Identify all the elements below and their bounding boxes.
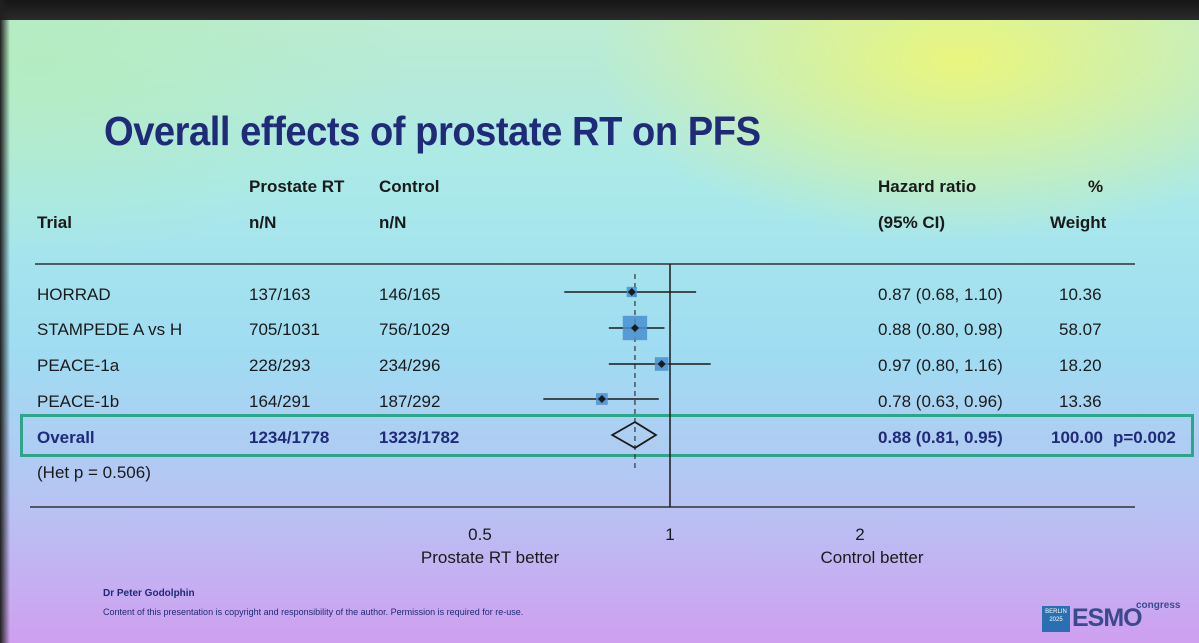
x-tick-label: 1: [665, 525, 674, 544]
overall-highlight-box: [20, 414, 1194, 457]
control-events: 756/1029: [379, 320, 450, 339]
header-control-line1: Control: [379, 177, 440, 196]
header-rt-line1: Prostate RT: [249, 177, 345, 196]
hazard-ratio-ci: 0.97 (0.80, 1.16): [878, 356, 1003, 375]
weight-percent: 10.36: [1059, 285, 1102, 304]
hazard-ratio-ci: 0.87 (0.68, 1.10): [878, 285, 1003, 304]
x-tick-label: 2: [855, 525, 864, 544]
control-events: 187/292: [379, 392, 441, 411]
header-weight-line1: %: [1088, 177, 1104, 196]
rt-events: 228/293: [249, 356, 311, 375]
author-name: Dr Peter Godolphin: [103, 588, 195, 599]
header-weight-line2: Weight: [1050, 213, 1107, 232]
x-label-favours-control: Control better: [821, 548, 924, 567]
copyright-notice: Content of this presentation is copyrigh…: [103, 607, 524, 617]
header-rt-line2: n/N: [249, 213, 277, 232]
overall-diamond: [610, 420, 658, 450]
esmo-congress-logo: BERLIN 2025 ESMO congress: [1040, 598, 1190, 634]
trial-name: HORRAD: [37, 285, 111, 304]
screen-bezel-top: [0, 0, 1199, 20]
overall-label: Overall: [37, 428, 95, 447]
logo-badge: BERLIN 2025: [1042, 606, 1070, 632]
overall-rt-events: 1234/1778: [249, 428, 330, 447]
control-events: 234/296: [379, 356, 441, 375]
header-trial: Trial: [37, 213, 72, 232]
trial-name: STAMPEDE A vs H: [37, 320, 183, 339]
header-control-line2: n/N: [379, 213, 407, 232]
screen-bezel-left: [0, 0, 10, 643]
point-estimate-marker: [597, 395, 606, 403]
trial-name: PEACE-1a: [37, 356, 120, 375]
header-hr-line1: Hazard ratio: [878, 177, 977, 196]
overall-p-value: p=0.002: [1113, 428, 1176, 447]
weight-percent: 18.20: [1059, 356, 1102, 375]
x-tick-labels: 0.5 1 2: [468, 525, 865, 544]
logo-wordmark: ESMO: [1072, 604, 1143, 632]
overall-weight: 100.00: [1051, 428, 1103, 447]
rt-events: 705/1031: [249, 320, 320, 339]
overall-hazard-ratio-ci: 0.88 (0.81, 0.95): [878, 428, 1003, 447]
logo-badge-city: BERLIN: [1045, 609, 1067, 615]
logo-suffix: congress: [1136, 600, 1181, 611]
header-hr-line2: (95% CI): [878, 213, 946, 232]
hazard-ratio-ci: 0.88 (0.80, 0.98): [878, 320, 1003, 339]
x-label-favours-rt: Prostate RT better: [421, 548, 560, 567]
x-tick-label: 0.5: [468, 525, 492, 544]
weight-percent: 13.36: [1059, 392, 1102, 411]
point-estimate-marker: [657, 360, 666, 368]
weight-percent: 58.07: [1059, 320, 1102, 339]
slide-title: Overall effects of prostate RT on PFS: [104, 108, 761, 154]
control-events: 146/165: [379, 285, 441, 304]
trial-name: PEACE-1b: [37, 392, 120, 411]
rt-events: 137/163: [249, 285, 311, 304]
point-estimate-marker: [630, 324, 639, 332]
logo-badge-year: 2025: [1049, 617, 1063, 623]
overall-control-events: 1323/1782: [379, 428, 460, 447]
heterogeneity-text: (Het p = 0.506): [37, 463, 151, 482]
rt-events: 164/291: [249, 392, 311, 411]
study-markers: [543, 286, 711, 405]
hazard-ratio-ci: 0.78 (0.63, 0.96): [878, 392, 1003, 411]
point-estimate-marker: [627, 288, 636, 296]
